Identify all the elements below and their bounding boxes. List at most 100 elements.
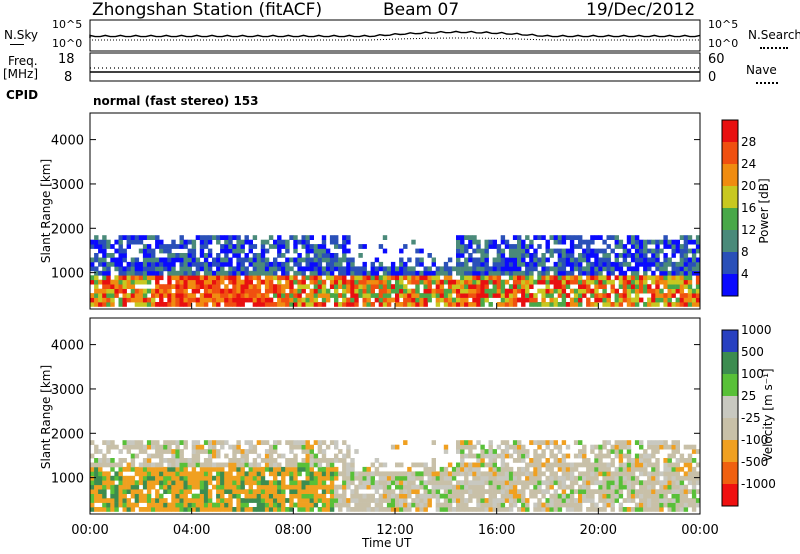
heatmap-cell [321,288,327,294]
heatmap-cell [207,453,213,459]
heatmap-cell [407,302,412,307]
heatmap-cell [639,502,644,508]
heatmap-cell [277,284,282,289]
heatmap-cell [679,498,685,503]
heatmap-cell [557,253,563,258]
heatmap-cell [268,484,274,490]
y-tick-label: 4000 [51,134,84,149]
heatmap-cell [618,266,624,272]
heatmap-cell [244,239,249,245]
heatmap-cell [175,244,180,249]
heatmap-cell [419,270,424,276]
heatmap-cell [447,507,453,512]
heatmap-cell [240,261,245,267]
heatmap-cell [321,257,327,263]
heatmap-cell [342,440,347,445]
heatmap-cell [643,284,648,289]
heatmap-cell [228,462,233,468]
heatmap-cell [325,471,331,477]
heatmap-cell [118,462,123,468]
heatmap-cell [517,493,522,499]
heatmap-cell [207,288,213,294]
heatmap-cell [301,279,306,285]
heatmap-cell [655,502,660,508]
heatmap-cell [671,239,676,245]
heatmap-cell [236,462,241,468]
heatmap-cell [419,475,424,481]
heatmap-cell [179,453,184,459]
heatmap-cell [671,248,676,254]
heatmap-cell [492,484,497,490]
heatmap-cell [244,297,249,303]
heatmap-cell [553,239,558,245]
heatmap-cell [691,297,697,303]
heatmap-cell [386,270,392,276]
heatmap-cell [167,466,172,472]
heatmap-cell [557,275,563,281]
heatmap-cell [496,475,502,481]
heatmap-cell [586,493,591,499]
heatmap-cell [126,466,131,472]
heatmap-cell [171,297,176,303]
heatmap-cell [232,284,237,289]
heatmap-cell [248,489,253,494]
heatmap-cell [102,275,107,281]
colorbar-frame [721,119,739,297]
heatmap-cell [618,449,624,454]
heatmap-cell [464,284,469,289]
heatmap-cell [358,293,363,298]
heatmap-cell [273,484,278,490]
heatmap-cell [342,266,347,272]
heatmap-cell [647,239,652,245]
heatmap-cell [346,462,351,468]
heatmap-cell [285,275,290,281]
heatmap-cell [175,288,180,294]
heatmap-cell [565,284,571,289]
heatmap-cell [663,502,668,508]
heatmap-cell [476,297,481,303]
heatmap-cell [504,239,510,245]
heatmap-cell [236,275,241,281]
heatmap-cell [151,266,156,272]
heatmap-cell [244,266,249,272]
heatmap-cell [179,239,184,245]
heatmap-cell [199,507,205,512]
heatmap-cell [691,261,697,267]
heatmap-cell [399,480,404,486]
heatmap-cell [248,480,253,486]
heatmap-cell [573,297,579,303]
heatmap-cell [268,466,274,472]
heatmap-cell [675,466,680,472]
heatmap-cell [553,507,558,512]
heatmap-cell [630,462,636,468]
heatmap-cell [260,498,266,503]
heatmap-cell [663,239,668,245]
heatmap-cell [240,484,245,490]
heatmap-cell [301,444,306,450]
heatmap-cell [171,275,176,281]
heatmap-cell [451,266,457,272]
heatmap-cell [659,489,664,494]
heatmap-cell [691,266,697,272]
heatmap-cell [484,297,489,303]
heatmap-cell [350,284,355,289]
heatmap-cell [171,270,176,276]
heatmap-cell [260,266,266,272]
heatmap-cell [297,302,302,307]
heatmap-cell [630,235,636,240]
heatmap-cell [508,244,514,249]
heatmap-cell [472,275,477,281]
heatmap-cell [236,471,241,477]
heatmap-cell [342,302,347,307]
heatmap-cell [281,480,286,486]
heatmap-cell [260,489,266,494]
heatmap-cell [399,462,404,468]
heatmap-cell [508,261,514,267]
heatmap-cell [346,484,351,490]
heatmap-cell [643,257,648,263]
heatmap-cell [224,507,229,512]
heatmap-cell [374,275,380,281]
heatmap-cell [553,480,558,486]
heatmap-cell [488,489,493,494]
heatmap-cell [317,257,323,263]
